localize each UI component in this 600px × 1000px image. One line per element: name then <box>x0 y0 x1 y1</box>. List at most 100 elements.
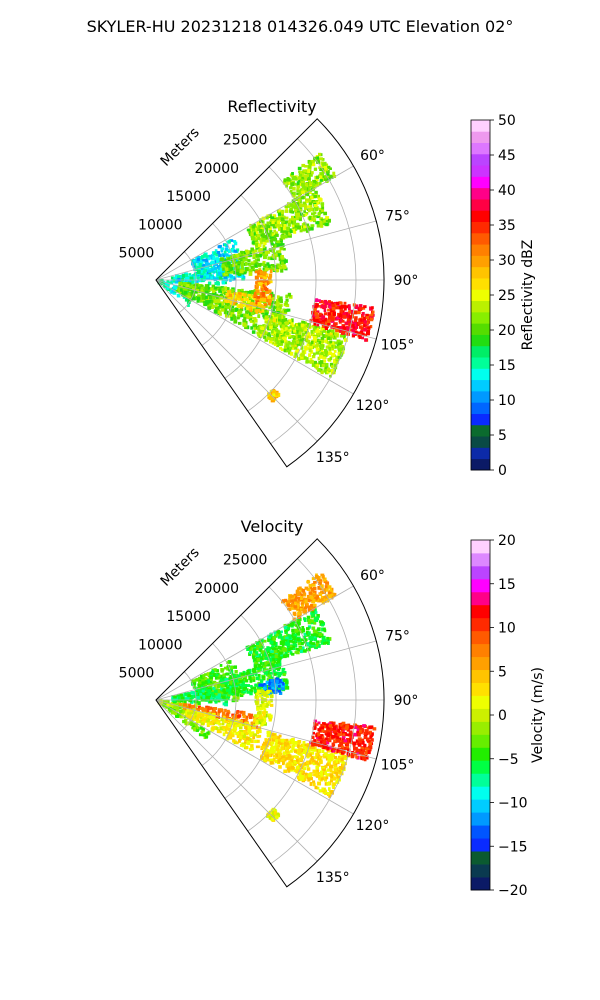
velocity-echo-cell <box>304 743 308 748</box>
velocity-echo-cell <box>328 794 331 798</box>
reflectivity-echo-cell <box>232 315 237 320</box>
reflectivity-echo-cell <box>296 343 301 346</box>
reflectivity-echo-cell <box>303 224 307 229</box>
reflectivity-echo-cell <box>213 291 217 296</box>
velocity-echo-cell <box>237 739 241 743</box>
velocity-echo-cell <box>296 592 301 596</box>
reflectivity-echo-cell <box>319 198 323 202</box>
reflectivity-echo-cell <box>303 321 307 325</box>
reflectivity-echo-cell <box>276 392 281 397</box>
velocity-echo-cell <box>244 719 248 722</box>
reflectivity-echo-cell <box>299 338 304 343</box>
reflectivity-echo-cell <box>221 280 226 285</box>
reflectivity-echo-cell <box>246 310 250 314</box>
velocity-echo-cell <box>226 688 230 692</box>
reflectivity-echo-cell <box>284 209 289 213</box>
velocity-echo-cell <box>259 665 263 669</box>
reflectivity-echo-cell <box>220 273 225 277</box>
velocity-echo-cell <box>244 725 248 730</box>
velocity-echo-cell <box>294 601 297 605</box>
velocity-echo-cell <box>316 578 320 582</box>
reflectivity-echo-cell <box>316 201 320 205</box>
reflectivity-echo-cell <box>239 253 244 257</box>
velocity-echo-cell <box>252 726 257 730</box>
reflectivity-echo-cell <box>292 346 295 350</box>
velocity-echo-cell <box>226 661 229 664</box>
reflectivity-panel: Reflectivity 50001000015000200002500060°… <box>119 97 536 479</box>
reflectivity-echo-cell <box>223 275 228 279</box>
velocity-echo-cell <box>250 731 255 736</box>
velocity-echo-cell <box>192 681 196 686</box>
velocity-echo-cell <box>281 599 286 603</box>
reflectivity-echo-cell <box>297 334 302 339</box>
velocity-echo-cell <box>324 792 328 795</box>
reflectivity-echo-cell <box>278 336 282 340</box>
reflectivity-echo-cell <box>296 188 300 193</box>
velocity-echo-cell <box>309 745 313 750</box>
reflectivity-echo-cell <box>312 315 317 320</box>
reflectivity-echo-cell <box>204 300 208 305</box>
azimuth-tick-label: 105° <box>381 338 415 354</box>
velocity-echo-cell <box>184 712 188 716</box>
velocity-echo-cell <box>241 680 245 685</box>
velocity-echo-cell <box>204 673 208 676</box>
reflectivity-echo-cell <box>338 314 343 318</box>
velocity-echo-cell <box>225 672 229 676</box>
velocity-echo-cell <box>257 685 260 689</box>
velocity-echo-cell <box>236 674 241 679</box>
reflectivity-echo-cell <box>346 327 350 332</box>
reflectivity-echo-cell <box>330 347 335 351</box>
velocity-echo-cell <box>265 661 270 664</box>
reflectivity-echo-cell <box>287 177 291 182</box>
velocity-echo-cell <box>251 668 256 672</box>
velocity-echo-cell <box>197 701 201 706</box>
reflectivity-echo-cell <box>295 332 299 337</box>
reflectivity-echo-cell <box>259 237 263 242</box>
velocity-echo-cell <box>285 681 289 684</box>
reflectivity-echo-cell <box>320 224 324 228</box>
reflectivity-echo-cell <box>223 308 228 311</box>
velocity-echo-cell <box>265 670 269 674</box>
reflectivity-echo-cell <box>334 332 338 336</box>
velocity-echo-cell <box>226 667 230 671</box>
colorbar-tick-label: 40 <box>498 183 516 199</box>
velocity-echo-cell <box>280 685 285 689</box>
velocity-echo-cell <box>287 607 291 611</box>
velocity-echo-cell <box>300 770 304 774</box>
colorbar-segment <box>471 278 490 290</box>
velocity-echo-cell <box>283 678 288 682</box>
reflectivity-echo-cell <box>302 201 307 205</box>
reflectivity-echo-cell <box>258 248 263 251</box>
reflectivity-echo-cell <box>263 269 266 273</box>
reflectivity-echo-cell <box>287 292 292 297</box>
reflectivity-echo-cell <box>313 308 317 312</box>
velocity-echo-cell <box>268 683 272 687</box>
velocity-echo-cell <box>253 686 257 691</box>
reflectivity-echo-cell <box>171 288 175 293</box>
reflectivity-echo-cell <box>358 325 362 329</box>
reflectivity-echo-cell <box>289 335 294 339</box>
reflectivity-echo-cell <box>332 332 336 337</box>
reflectivity-echo-cell <box>242 319 247 323</box>
velocity-echo-cell <box>306 587 311 592</box>
velocity-echo-cell <box>251 653 256 658</box>
velocity-echo-cell <box>302 741 306 744</box>
reflectivity-echo-cell <box>261 262 265 266</box>
reflectivity-echo-cell <box>298 191 303 195</box>
velocity-echo-cell <box>217 693 222 697</box>
velocity-echo-cell <box>158 700 163 704</box>
velocity-echo-cell <box>232 684 236 688</box>
velocity-echo-cell <box>272 641 276 645</box>
velocity-echo-cell <box>212 686 216 691</box>
reflectivity-echo-cell <box>259 274 263 278</box>
velocity-echo-cell <box>252 656 256 660</box>
reflectivity-echo-cell <box>324 319 329 323</box>
velocity-echo-cell <box>324 585 328 589</box>
azimuth-tick-label: 120° <box>356 398 390 414</box>
velocity-echo-cell <box>287 741 291 745</box>
velocity-echo-cell <box>215 718 219 721</box>
velocity-echo-cell <box>239 743 243 747</box>
reflectivity-echo-cell <box>264 227 269 231</box>
reflectivity-echo-cell <box>329 362 334 367</box>
reflectivity-echo-cell <box>358 304 363 309</box>
